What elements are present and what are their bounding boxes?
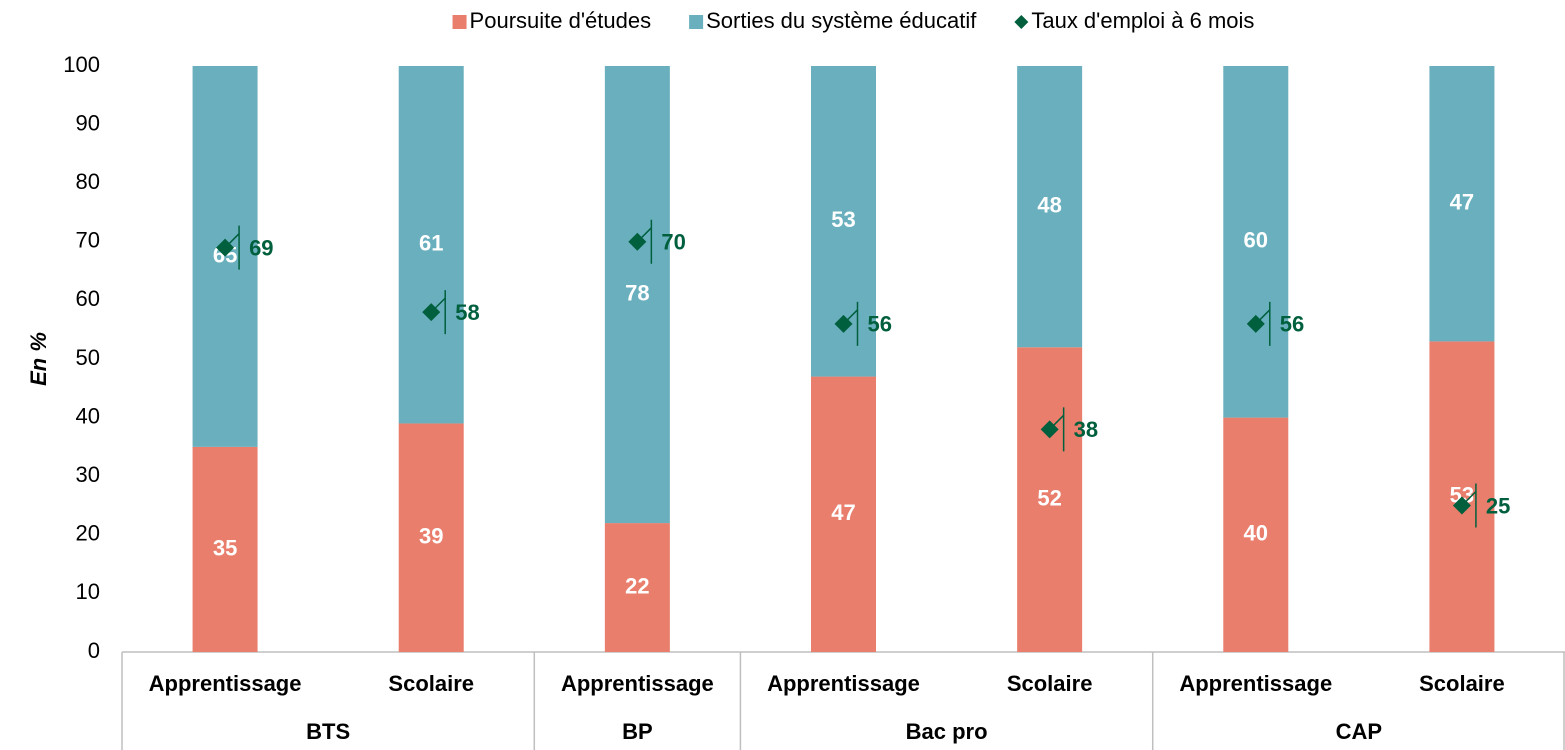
- bar-segment: [1223, 417, 1289, 652]
- y-tick-label: 10: [76, 579, 100, 604]
- y-tick-label: 0: [88, 638, 100, 663]
- y-tick-label: 50: [76, 345, 100, 370]
- y-tick-label: 30: [76, 462, 100, 487]
- y-tick-label: 100: [63, 52, 100, 77]
- marker-label: 56: [1280, 312, 1304, 337]
- bar-segment: [1017, 347, 1083, 652]
- bar-segment: [1223, 66, 1289, 418]
- leader-line: [846, 301, 859, 346]
- data-label: 53: [831, 207, 855, 232]
- leader-line: [1053, 407, 1065, 452]
- marker-label: 38: [1074, 417, 1098, 442]
- bar-segment: [1429, 66, 1495, 342]
- group-label: BTS: [306, 719, 350, 744]
- y-tick-label: 90: [76, 110, 100, 135]
- leader-line: [640, 219, 653, 264]
- data-label: 47: [1450, 190, 1474, 215]
- y-tick-label: 40: [76, 403, 100, 428]
- group-label: CAP: [1336, 719, 1382, 744]
- data-label: 78: [625, 280, 649, 305]
- y-tick-label: 60: [76, 286, 100, 311]
- data-label: 61: [419, 231, 443, 256]
- bar-segment: [604, 66, 670, 524]
- bar-segment: [398, 423, 464, 652]
- x-tick-label: Apprentissage: [1179, 671, 1332, 696]
- data-label: 48: [1037, 192, 1061, 217]
- leader-line: [434, 290, 446, 335]
- legend-label: Taux d'emploi à 6 mois: [1031, 8, 1254, 33]
- x-tick-label: Apprentissage: [561, 671, 714, 696]
- x-tick-label: Apprentissage: [767, 671, 920, 696]
- y-axis-label: En %: [26, 332, 51, 386]
- leader-line: [1259, 301, 1271, 346]
- data-label: 40: [1244, 521, 1268, 546]
- bar-segment: [398, 66, 464, 424]
- legend-swatch: [689, 15, 704, 29]
- x-tick-label: Scolaire: [388, 671, 474, 696]
- bar-segment: [192, 446, 258, 652]
- data-label: 35: [213, 535, 237, 560]
- bar-segment: [1017, 66, 1083, 348]
- data-label: 52: [1037, 485, 1061, 510]
- legend-label: Poursuite d'études: [470, 8, 652, 33]
- data-label: 47: [831, 500, 855, 525]
- data-label: 22: [625, 573, 649, 598]
- leader-line: [228, 225, 240, 270]
- legend-swatch: [452, 15, 467, 29]
- x-tick-label: Apprentissage: [149, 671, 302, 696]
- legend-item: Sorties du système éducatif: [689, 8, 977, 33]
- marker-label: 25: [1486, 493, 1510, 518]
- marker-label: 56: [868, 312, 892, 337]
- legend-item: Taux d'emploi à 6 mois: [1014, 8, 1254, 33]
- bar-segment: [811, 376, 876, 652]
- leader-line: [1465, 483, 1477, 528]
- y-tick-label: 20: [76, 521, 100, 546]
- group-label: BP: [622, 719, 653, 744]
- group-label: Bac pro: [906, 719, 988, 744]
- data-label: 39: [419, 524, 443, 549]
- marker-label: 70: [661, 230, 685, 255]
- x-tick-label: Scolaire: [1419, 671, 1505, 696]
- x-tick-label: Scolaire: [1007, 671, 1093, 696]
- y-tick-label: 80: [76, 169, 100, 194]
- marker-label: 69: [249, 235, 273, 260]
- legend-item: Poursuite d'études: [452, 8, 652, 33]
- legend-label: Sorties du système éducatif: [706, 8, 977, 33]
- data-label: 60: [1244, 228, 1268, 253]
- legend-swatch: [1014, 15, 1029, 29]
- marker-label: 58: [455, 300, 479, 325]
- y-tick-label: 70: [76, 228, 100, 253]
- bar-segment: [604, 523, 670, 652]
